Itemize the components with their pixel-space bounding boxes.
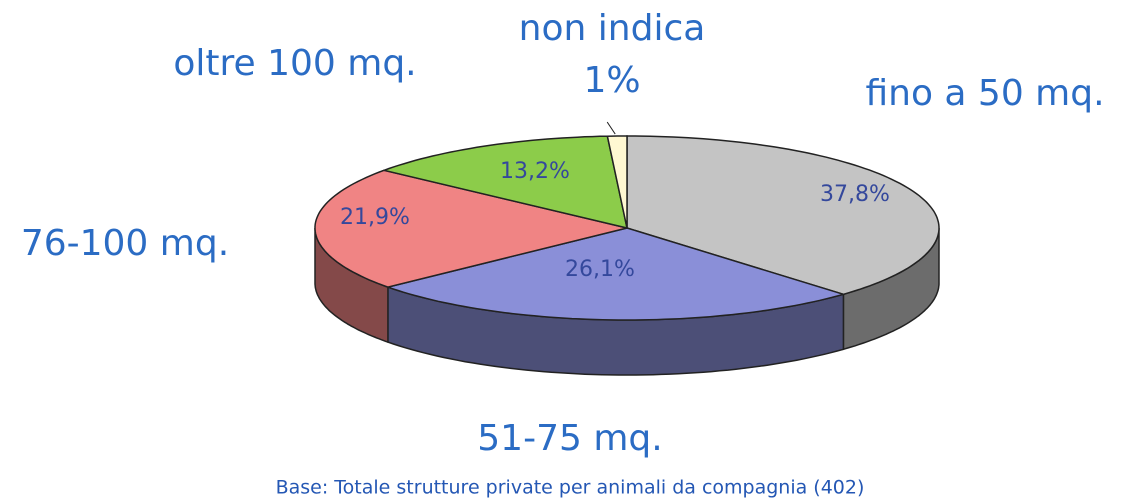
value-label: 26,1% (565, 257, 635, 282)
category-label: 76-100 mq. (21, 223, 229, 264)
slice (626, 135, 940, 296)
value-label: 13,2% (500, 159, 570, 184)
category-label: non indica (519, 8, 706, 49)
value-label: 37,8% (820, 182, 890, 207)
category-label: 51-75 mq. (477, 418, 662, 459)
slice (381, 135, 628, 230)
pie-tops (314, 135, 940, 321)
slice (314, 169, 628, 288)
caption: Base: Totale strutture private per anima… (276, 477, 865, 499)
value-label: 21,9% (340, 205, 410, 230)
slice (385, 227, 847, 321)
category-label: fino a 50 mq. (865, 73, 1104, 114)
category-label: oltre 100 mq. (173, 43, 416, 84)
slice (606, 135, 628, 229)
leader-line (606, 121, 616, 135)
pie-sides (314, 228, 940, 376)
labels: fino a 50 mq. 37,8% 51-75 mq. 26,1% 76-100 m… (21, 8, 1105, 459)
value-label: 1% (583, 60, 640, 101)
